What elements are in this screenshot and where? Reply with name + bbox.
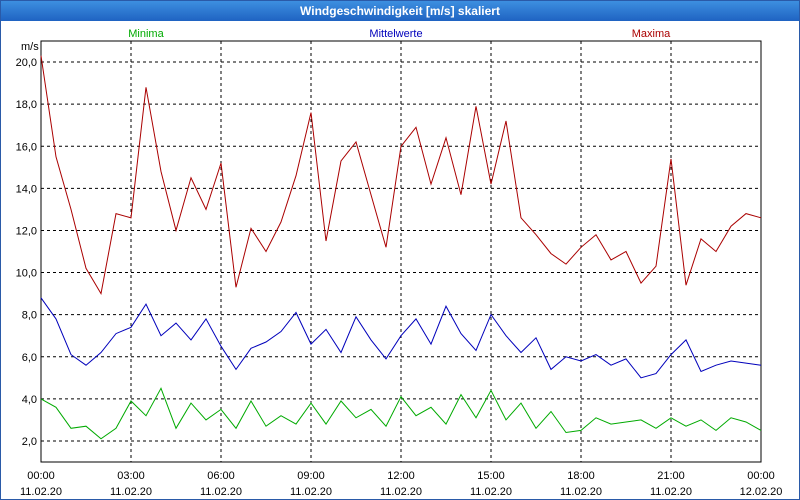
x-tick-date: 11.02.20	[380, 486, 422, 498]
x-tick-date: 11.02.20	[560, 486, 602, 498]
x-tick-time: 21:00	[657, 470, 685, 482]
y-tick-label: 4,0	[22, 394, 37, 406]
x-tick-time: 12:00	[387, 470, 415, 482]
legend-entry-maxima: Maxima	[632, 28, 671, 40]
x-tick-time: 00:00	[747, 470, 775, 482]
x-tick-time: 15:00	[477, 470, 505, 482]
legend: Minima Mittelwerte Maxima	[128, 28, 671, 40]
series-lines	[40, 55, 762, 440]
x-tick-date: 12.02.20	[740, 486, 783, 498]
y-tick-label: 18,0	[16, 99, 37, 111]
y-tick-label: 14,0	[16, 183, 37, 195]
grid-lines	[41, 41, 761, 462]
x-tick-time: 06:00	[207, 470, 235, 482]
y-tick-label: 10,0	[16, 268, 37, 280]
x-tick-time: 18:00	[567, 470, 595, 482]
series-line-mittelwerte	[40, 297, 762, 379]
wind-speed-chart: 2,0 4,0 6,0 8,0 10,0 12,0 14,0 16,0 18,0 20,0 00:…	[16, 28, 783, 498]
x-tick-date: 11.02.20	[20, 486, 62, 498]
legend-entry-mittelwerte: Mittelwerte	[369, 28, 422, 40]
legend-entry-minima: Minima	[128, 28, 164, 40]
window-title: Windgeschwindigkeit [m/s] skaliert	[1, 1, 799, 21]
y-axis-ticks: 2,0 4,0 6,0 8,0 10,0 12,0 14,0 16,0 18,0 20,0	[16, 57, 37, 448]
y-tick-label: 16,0	[16, 141, 37, 153]
y-axis-label: m/s	[21, 41, 39, 53]
x-tick-date: 11.02.20	[110, 486, 152, 498]
series-line-maxima	[40, 55, 762, 295]
x-tick-time: 09:00	[297, 470, 325, 482]
plot-frame	[40, 40, 762, 463]
y-tick-label: 20,0	[16, 57, 37, 69]
y-tick-label: 6,0	[22, 352, 37, 364]
x-tick-time: 03:00	[117, 470, 145, 482]
series-line-minima	[40, 387, 762, 440]
y-tick-label: 2,0	[22, 436, 37, 448]
x-tick-date: 11.02.20	[200, 486, 242, 498]
x-tick-date: 11.02.20	[290, 486, 332, 498]
y-tick-label: 12,0	[16, 225, 37, 237]
y-tick-label: 8,0	[22, 310, 37, 322]
x-axis-ticks: 00:00 11.02.20 03:00 11.02.20 06:00 11.02.20 0…	[20, 470, 782, 498]
x-tick-date: 11.02.20	[470, 486, 512, 498]
x-tick-time: 00:00	[27, 470, 55, 482]
x-tick-date: 11.02.20	[650, 486, 692, 498]
